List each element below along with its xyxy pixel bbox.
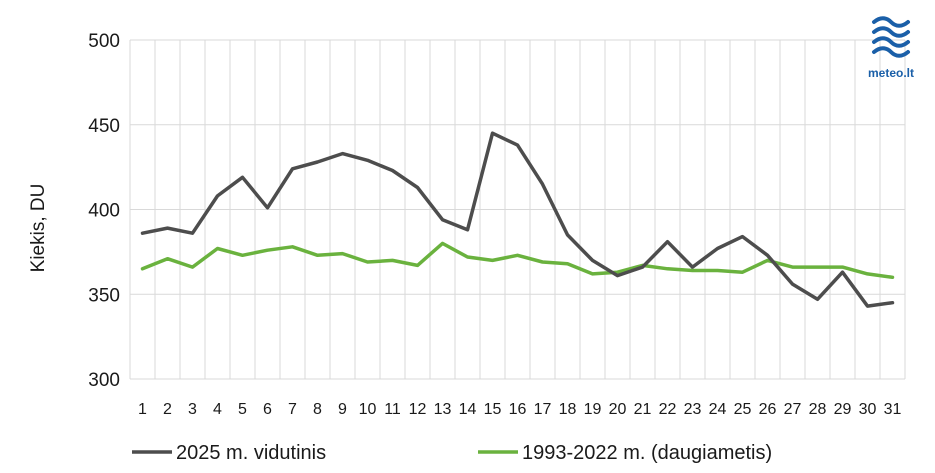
x-tick-label: 1: [138, 401, 147, 418]
x-tick-label: 21: [634, 401, 652, 418]
x-tick-label: 2: [163, 401, 172, 418]
x-tick-label: 23: [684, 401, 702, 418]
series-line: [140, 241, 895, 280]
x-tick-label: 5: [238, 401, 247, 418]
x-tick-label: 11: [384, 401, 401, 418]
series-line: [140, 131, 895, 308]
x-tick-label: 20: [609, 401, 627, 418]
x-tick-label: 25: [734, 401, 752, 418]
x-tick-label: 17: [534, 401, 552, 418]
x-tick-label: 30: [859, 401, 877, 418]
x-tick-label: 19: [584, 401, 602, 418]
x-tick-label: 29: [834, 401, 852, 418]
meteo-waves-icon: [872, 16, 910, 58]
x-tick-label: 12: [409, 401, 427, 418]
x-tick-label: 27: [784, 401, 802, 418]
legend: 2025 m. vidutinis 1993-2022 m. (daugiamet…: [132, 442, 772, 464]
y-tick-label: 300: [88, 370, 120, 391]
y-tick-label: 400: [88, 201, 120, 222]
x-tick-label: 6: [263, 401, 272, 418]
x-tick-label: 3: [188, 401, 197, 418]
y-tick-labels: 300 350 400 450 500: [88, 31, 120, 391]
x-tick-label: 18: [559, 401, 577, 418]
x-tick-label: 13: [434, 401, 452, 418]
x-tick-label: 26: [759, 401, 777, 418]
x-tick-label: 9: [338, 401, 347, 418]
x-tick-labels: 1 2 3 4 5 6 7 8 9 10 11 12 13 14 15 16 17 18 19 20 21 22 23 24 2…: [138, 401, 901, 418]
y-tick-label: 350: [88, 285, 120, 306]
y-tick-label: 500: [88, 31, 120, 52]
series-lines: [140, 131, 895, 308]
y-axis-label: Kiekis, DU: [28, 184, 49, 273]
meteo-logo: meteo.lt: [868, 16, 914, 80]
y-tick-label: 450: [88, 116, 120, 137]
x-tick-label: 14: [459, 401, 477, 418]
grid: [129, 39, 906, 380]
x-tick-label: 4: [213, 401, 222, 418]
x-tick-label: 10: [359, 401, 377, 418]
x-tick-label: 15: [484, 401, 502, 418]
legend-label: 1993-2022 m. (daugiametis): [522, 442, 772, 464]
x-tick-label: 28: [809, 401, 827, 418]
x-tick-label: 31: [884, 401, 902, 418]
x-tick-label: 22: [659, 401, 677, 418]
x-tick-label: 16: [509, 401, 527, 418]
legend-label: 2025 m. vidutinis: [176, 442, 326, 464]
x-tick-label: 7: [288, 401, 297, 418]
x-tick-label: 8: [313, 401, 322, 418]
x-tick-label: 24: [709, 401, 727, 418]
logo-text: meteo.lt: [868, 66, 914, 80]
